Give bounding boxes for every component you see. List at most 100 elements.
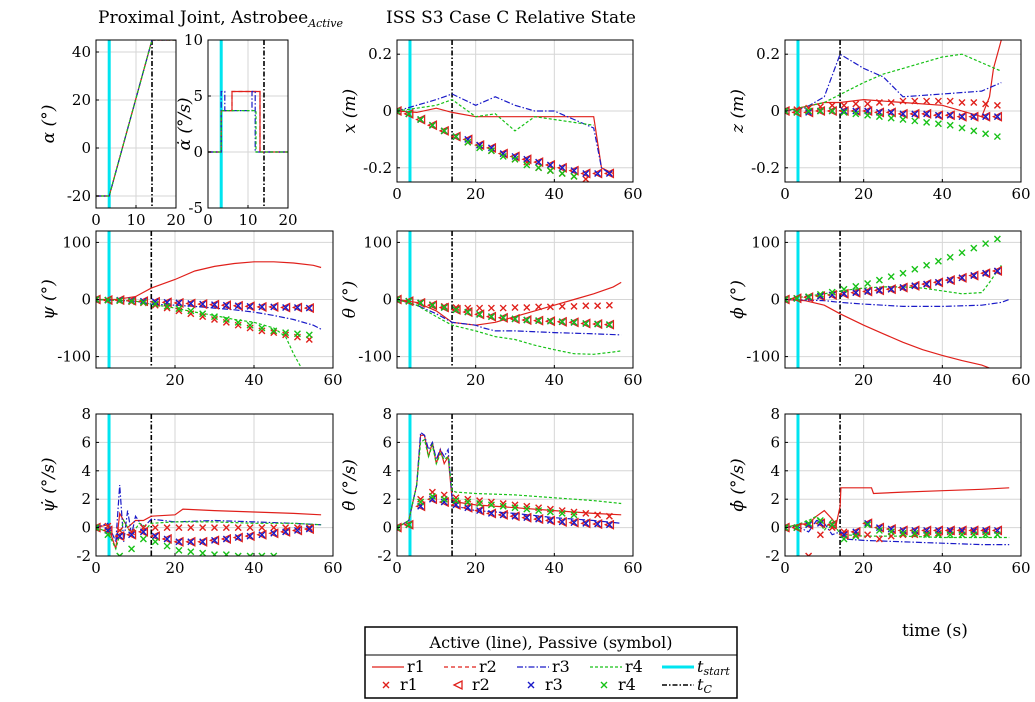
marker-r3 — [151, 298, 159, 306]
marker-r4 — [499, 502, 507, 510]
marker-r4 — [523, 161, 531, 169]
legend: Active (line), Passive (symbol) r1 r2 r3 r4… — [364, 626, 738, 699]
legend-box — [364, 626, 738, 699]
series-r4-line — [96, 518, 322, 551]
marker-r4 — [211, 313, 218, 321]
marker-r2 — [785, 294, 790, 305]
tick-label-x: 20 — [165, 559, 184, 577]
tick-label-y: 2 — [382, 490, 392, 508]
marker-r1 — [487, 498, 495, 506]
marker-r4 — [875, 526, 883, 534]
marker-r2 — [897, 282, 908, 293]
marker-r1 — [270, 329, 278, 337]
series-r1-line — [96, 261, 322, 301]
ylabel-psi_dot: ψ̇ (°/s) — [39, 458, 59, 513]
marker-r2 — [909, 280, 920, 291]
marker-r2 — [544, 515, 556, 526]
marker-r4 — [293, 330, 301, 338]
marker-r1 — [476, 304, 484, 312]
marker-r2 — [521, 154, 532, 165]
marker-r4 — [546, 317, 554, 325]
marker-r2 — [521, 314, 532, 326]
legend-label-row1: r4 — [625, 657, 643, 676]
marker-r3 — [282, 528, 290, 536]
marker-r2 — [785, 105, 790, 117]
marker-r4 — [934, 257, 942, 265]
marker-r4 — [993, 133, 1001, 141]
marker-r4 — [417, 116, 425, 124]
marker-r4 — [923, 118, 931, 126]
tick-label-y: 0 — [81, 519, 91, 537]
marker-r2 — [862, 105, 873, 117]
series-r4-line — [785, 53, 1002, 112]
marker-r1 — [199, 313, 207, 321]
marker-r4 — [570, 511, 578, 519]
marker-r4 — [887, 273, 895, 281]
marker-r4 — [234, 318, 242, 326]
marker-r4 — [151, 300, 159, 308]
marker-r1 — [852, 100, 860, 108]
marker-r4 — [840, 535, 848, 543]
marker-r2 — [291, 525, 303, 536]
marker-r3 — [293, 526, 301, 534]
marker-r1 — [487, 304, 495, 312]
marker-r4 — [785, 107, 789, 115]
marker-r4 — [558, 169, 566, 177]
marker-r1 — [211, 315, 218, 323]
marker-r2 — [403, 108, 414, 119]
marker-r4 — [417, 498, 425, 506]
series-r2-markers — [397, 105, 615, 179]
marker-r4 — [96, 524, 100, 532]
marker-r2 — [991, 111, 1003, 122]
legend-label-row2: r3 — [545, 675, 563, 694]
marker-r2 — [603, 319, 615, 330]
marker-r3 — [511, 512, 519, 520]
marker-r3 — [582, 169, 590, 177]
legend-marker-r1 — [382, 681, 390, 689]
axes-x: 0 20 40 60-0.200.2x (m) — [340, 39, 643, 203]
series-r3-markers — [785, 267, 1001, 303]
marker-r4 — [816, 290, 824, 298]
marker-r4 — [535, 507, 543, 515]
marker-r3 — [558, 164, 566, 172]
tick-label-y: 4 — [81, 462, 91, 480]
marker-r3 — [605, 169, 613, 177]
marker-r2 — [426, 300, 438, 311]
plot-area-z — [785, 40, 1003, 182]
marker-r2 — [850, 287, 861, 298]
marker-r2 — [137, 526, 149, 537]
tick-label-y: 6 — [81, 433, 91, 451]
tick-label-y: 20 — [72, 91, 91, 109]
marker-r3 — [128, 531, 136, 539]
marker-r2 — [980, 525, 991, 536]
marker-r3 — [464, 135, 472, 143]
marker-r4 — [440, 303, 448, 311]
series-r1-line — [397, 107, 614, 175]
marker-r1 — [570, 302, 578, 310]
marker-r3 — [899, 284, 907, 292]
marker-r4 — [405, 297, 413, 305]
tick-label-x: 60 — [1011, 371, 1030, 389]
marker-r2 — [791, 293, 802, 304]
marker-r2 — [580, 168, 591, 179]
marker-r1 — [899, 97, 907, 105]
marker-r4 — [899, 269, 907, 277]
marker-r2 — [268, 528, 279, 539]
axes-box-psi_dot — [95, 413, 334, 557]
marker-r1 — [875, 535, 883, 543]
marker-r2 — [114, 531, 125, 542]
marker-r3 — [305, 304, 313, 312]
marker-r2 — [485, 311, 497, 322]
tick-label-y: 100 — [751, 233, 780, 251]
marker-r1 — [958, 98, 966, 106]
marker-r4 — [970, 127, 978, 135]
marker-r2 — [102, 295, 113, 306]
marker-r1 — [511, 501, 519, 509]
series-r3-line — [96, 484, 322, 543]
tick-label-y: 8 — [81, 405, 91, 423]
marker-r3 — [899, 526, 907, 534]
tick-label-x: 60 — [323, 371, 342, 389]
marker-r3 — [175, 538, 183, 546]
